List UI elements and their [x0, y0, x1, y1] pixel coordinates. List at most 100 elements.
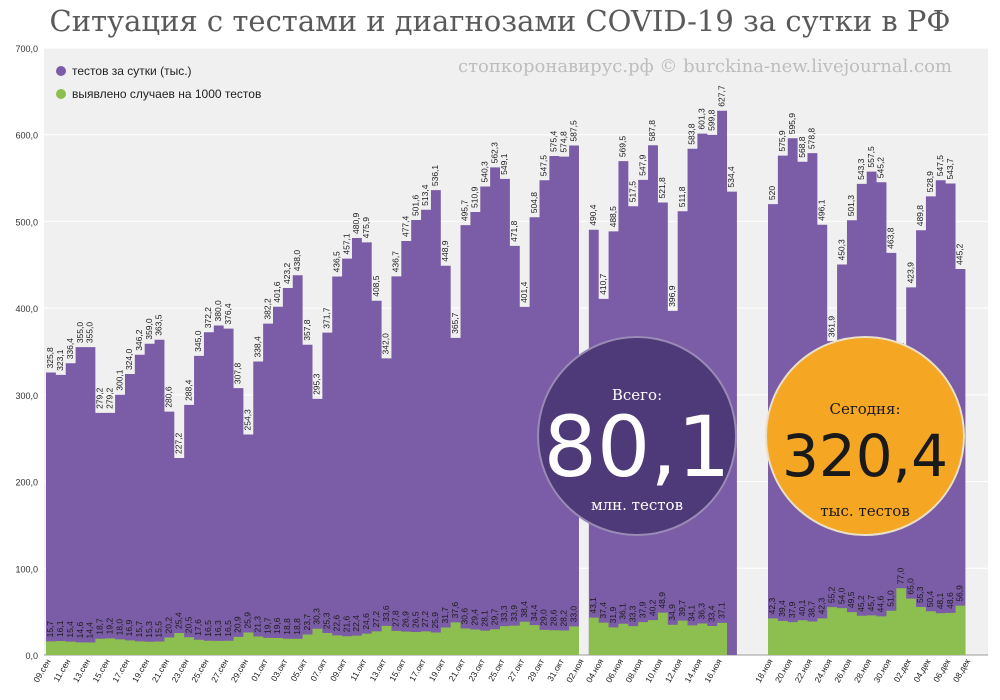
cases-data-label: 18,8 — [292, 618, 302, 635]
cases-data-label: 33,0 — [568, 606, 578, 623]
x-tick-label: 18.ноя — [753, 657, 775, 685]
tests-data-label: 380,0 — [213, 300, 223, 322]
x-tick-label: 19.окт — [427, 657, 448, 683]
tests-data-label: 355,0 — [85, 322, 95, 344]
tests-data-label: 475,9 — [361, 217, 371, 239]
total-value: 80,1 — [543, 398, 731, 496]
tests-data-label: 504,8 — [529, 192, 539, 214]
x-tick-label: 25.окт — [486, 657, 507, 683]
x-tick-label: 31.окт — [545, 657, 566, 683]
cases-data-label: 31,9 — [608, 607, 618, 624]
x-tick-label: 11.сен — [51, 657, 72, 684]
tests-data-label: 436,5 — [331, 251, 341, 273]
cases-data-label: 33,4 — [706, 605, 716, 622]
cases-data-label: 19,6 — [272, 617, 282, 634]
tests-data-label: 488,5 — [608, 206, 618, 228]
tests-data-label: 323,1 — [55, 349, 65, 371]
tests-data-label: 408,5 — [371, 275, 381, 297]
cases-data-label: 15,3 — [144, 621, 154, 638]
tests-data-label: 578,8 — [807, 128, 817, 150]
x-tick-label: 06.ноя — [604, 657, 626, 685]
chart-title: Ситуация с тестами и диагнозами COVID-19… — [49, 4, 951, 38]
tests-data-label: 288,4 — [183, 379, 193, 401]
tests-data-label: 520 — [767, 186, 777, 200]
cases-data-label: 27,8 — [391, 610, 401, 627]
tests-data-label: 547,5 — [539, 155, 549, 177]
series-tests-area — [46, 110, 737, 655]
cases-data-label: 25,9 — [430, 612, 440, 629]
x-tick-label: 27.сен — [209, 657, 231, 684]
cases-data-label: 45,7 — [866, 595, 876, 612]
tests-data-label: 342,0 — [381, 333, 391, 355]
tests-data-label: 254,3 — [243, 409, 253, 431]
cases-data-label: 33,3 — [628, 605, 638, 622]
tests-data-label: 382,2 — [262, 298, 272, 320]
tests-data-label: 490,4 — [588, 204, 598, 226]
cases-data-label: 16,9 — [124, 620, 134, 637]
x-tick-label: 11.окт — [348, 657, 369, 683]
cases-data-label: 23,7 — [302, 614, 312, 631]
tests-data-label: 575,4 — [549, 131, 559, 153]
cases-data-label: 40,1 — [797, 599, 807, 616]
tests-data-label: 480,9 — [351, 212, 361, 234]
tests-data-label: 338,4 — [252, 336, 262, 358]
cases-data-label: 65,0 — [905, 578, 915, 595]
cases-data-label: 48,6 — [945, 592, 955, 609]
tests-data-label: 496,1 — [817, 199, 827, 221]
credit-watermark: стопкоронавирус.рф © burckina-new.livejo… — [458, 56, 952, 77]
cases-data-label: 24,6 — [361, 613, 371, 630]
cases-data-label: 37,1 — [716, 602, 726, 619]
tests-data-label: 336,4 — [65, 338, 75, 360]
y-tick-label: 100,0 — [15, 564, 38, 574]
x-tick-label: 01.окт — [249, 657, 270, 683]
x-tick-label: 12.ноя — [663, 657, 685, 685]
tests-data-label: 549,1 — [499, 153, 509, 175]
x-tick-label: 08.ноя — [623, 657, 645, 685]
x-tick-label: 15.окт — [387, 657, 408, 683]
cases-data-label: 39,7 — [677, 600, 687, 617]
tests-data-label: 450,3 — [836, 239, 846, 261]
x-tick-label: 13.сен — [71, 657, 93, 684]
x-tick-label: 03.окт — [269, 657, 290, 683]
tests-data-label: 587,8 — [647, 120, 657, 142]
cases-data-label: 27,2 — [371, 611, 381, 628]
cases-data-label: 39,4 — [777, 600, 787, 617]
x-tick-label: 26.ноя — [832, 657, 854, 685]
tests-data-label: 438,0 — [292, 250, 302, 272]
series-layer — [46, 110, 966, 655]
cases-data-label: 30,6 — [460, 608, 470, 625]
x-tick-label: 05.окт — [288, 657, 309, 683]
x-tick-label: 13.окт — [367, 657, 388, 683]
y-tick-label: 600,0 — [15, 131, 38, 141]
x-tick-label: 19.сен — [130, 657, 152, 684]
tests-data-label: 365,7 — [450, 312, 460, 334]
cases-data-label: 40,2 — [647, 599, 657, 616]
tests-data-label: 279,2 — [95, 387, 105, 409]
tests-data-label: 534,4 — [726, 166, 736, 188]
cases-data-label: 15,5 — [154, 621, 164, 638]
tests-data-label: 528,9 — [925, 171, 935, 193]
x-tick-label: 04.ноя — [584, 657, 606, 685]
x-tick-label: 10.ноя — [643, 657, 665, 685]
tests-data-label: 599,8 — [706, 109, 716, 131]
today-label: Сегодня: — [829, 400, 901, 418]
cases-data-label: 26,5 — [410, 611, 420, 628]
x-axis: 09.сен11.сен13.сен15.сен17.сен19.сен21.с… — [31, 657, 972, 685]
x-tick-label: 22.ноя — [793, 657, 815, 685]
y-tick-label: 0,0 — [25, 651, 38, 661]
cases-data-label: 36,3 — [697, 603, 707, 620]
cases-data-label: 37,6 — [450, 602, 460, 619]
tests-data-label: 495,7 — [460, 200, 470, 222]
x-tick-label: 30.ноя — [872, 657, 894, 685]
tests-data-label: 357,8 — [302, 319, 312, 341]
tests-data-label: 448,9 — [440, 240, 450, 262]
x-tick-label: 06.дек — [931, 657, 952, 684]
x-tick-label: 21.окт — [446, 657, 467, 683]
cases-data-label: 51,0 — [886, 590, 896, 607]
x-tick-label: 16.ноя — [702, 657, 724, 685]
cases-data-label: 54,0 — [836, 587, 846, 604]
tests-data-label: 410,7 — [598, 273, 608, 295]
cases-data-label: 55,3 — [915, 586, 925, 603]
x-tick-label: 29.сен — [229, 657, 251, 684]
x-tick-label: 15.сен — [90, 657, 112, 684]
